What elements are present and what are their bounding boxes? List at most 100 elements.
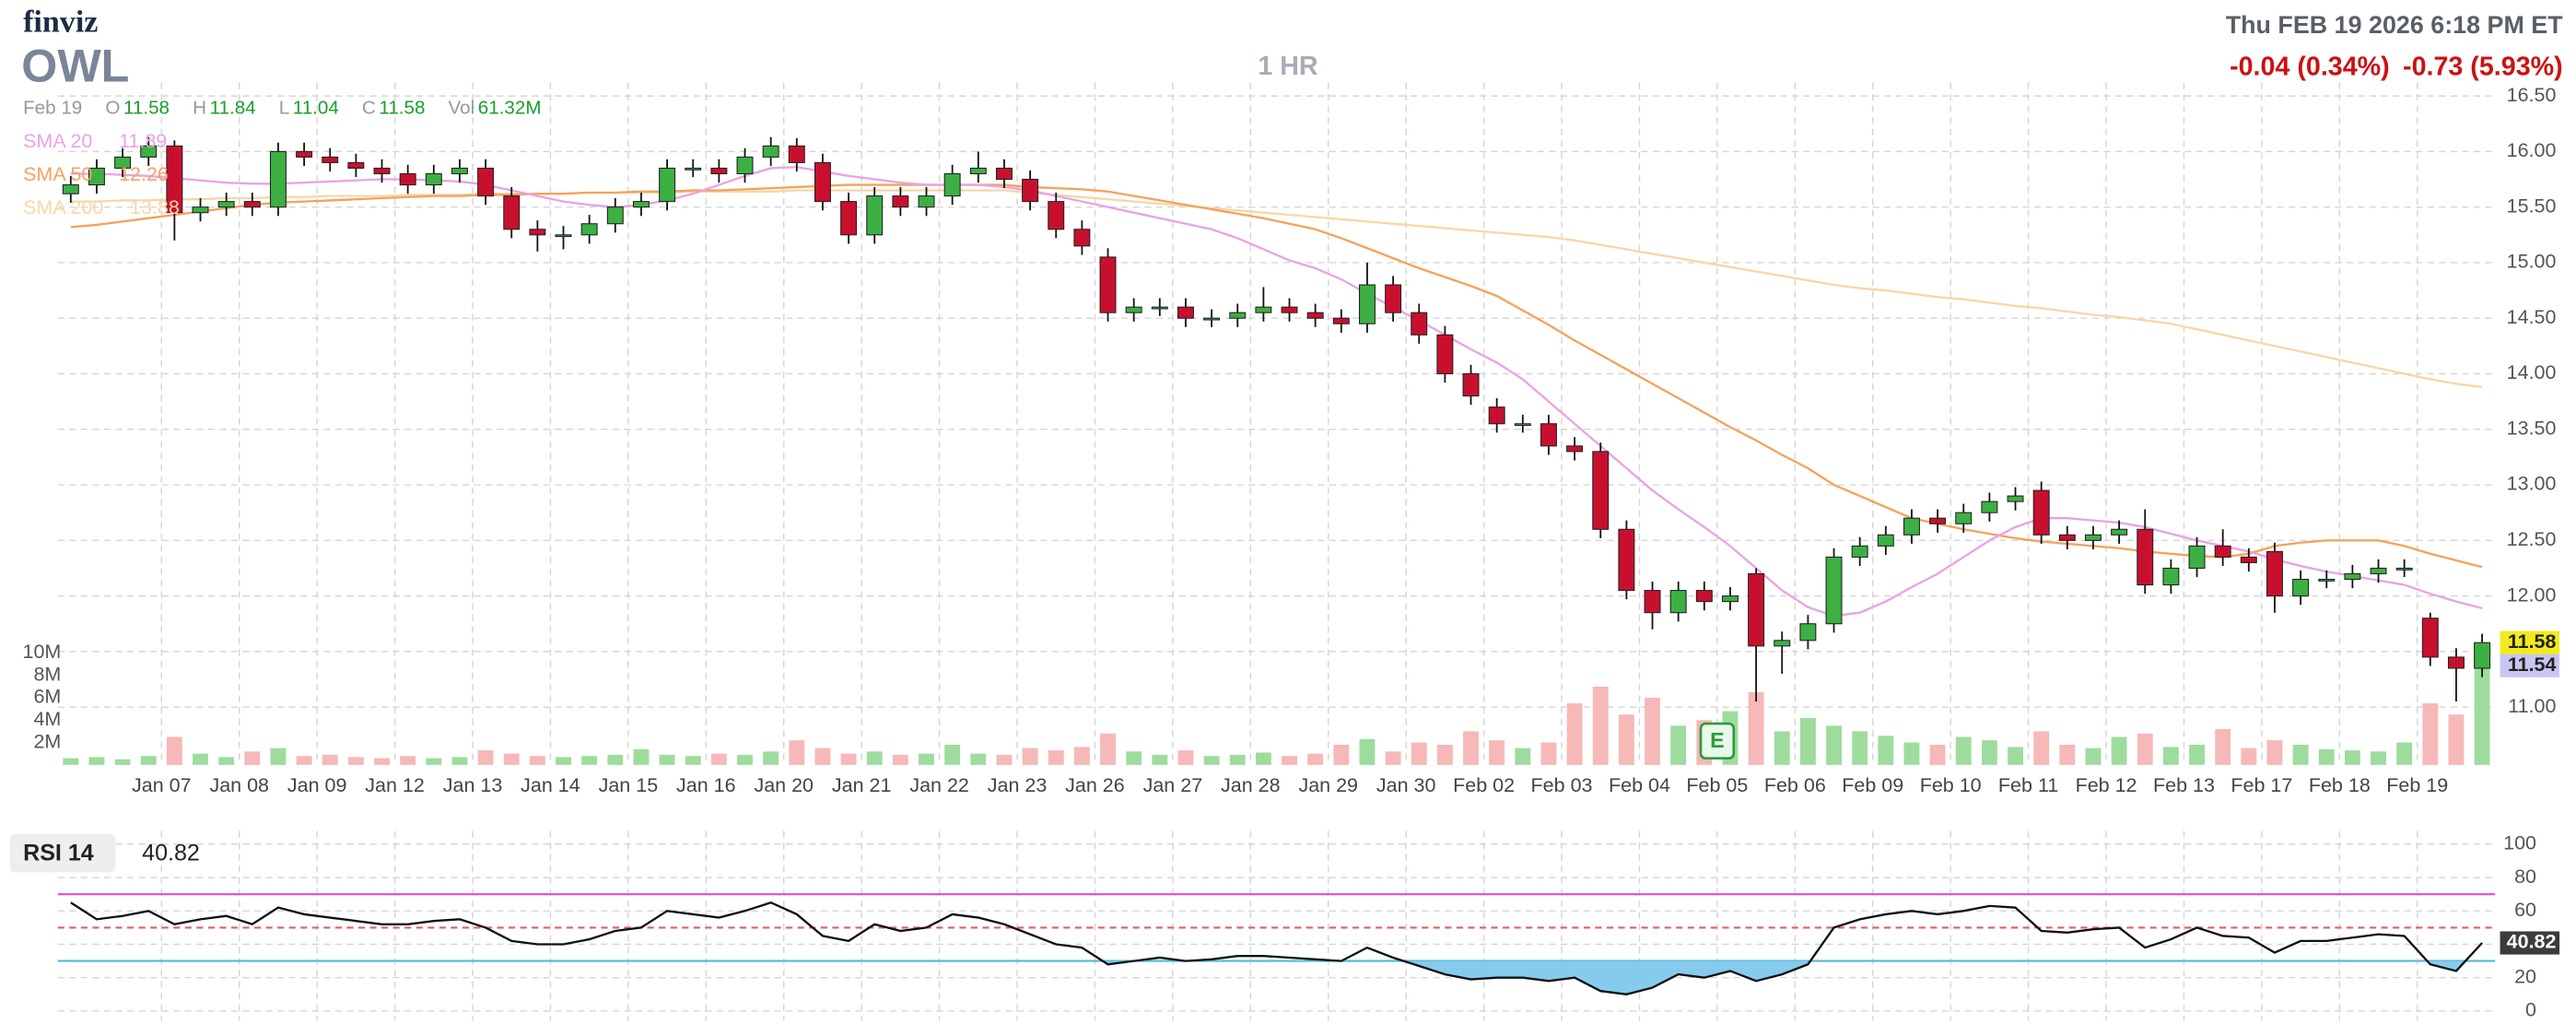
candle-body [2447, 656, 2465, 669]
candle-body [1644, 590, 1661, 614]
volume-bar [140, 756, 157, 765]
volume-tick-label: 4M [33, 708, 61, 730]
candle-body [1877, 534, 1894, 547]
candle-body [217, 201, 235, 208]
volume-bar [633, 748, 650, 765]
x-tick-label: Jan 13 [443, 774, 503, 796]
candle-body [710, 167, 728, 175]
quote-field-label: O [105, 98, 120, 119]
volume-bar [763, 751, 779, 765]
sma-legend: SMA 20 11.89 [23, 130, 167, 152]
volume-bar [193, 753, 208, 765]
candle-body [1306, 312, 1324, 319]
volume-bar [2008, 747, 2023, 765]
candle-body [2240, 556, 2257, 563]
rsi-line [70, 901, 2483, 995]
candle-body [1514, 423, 1531, 427]
candle-body [840, 201, 858, 236]
candle-body [1462, 372, 1480, 397]
rsi-tick-label: 0 [2525, 999, 2536, 1021]
rsi-label-box [9, 834, 116, 873]
candle-body [1721, 595, 1739, 603]
candle-body [1048, 201, 1065, 230]
candle-body [788, 145, 805, 163]
volume-bar [892, 754, 908, 765]
candle-body [1385, 284, 1402, 313]
volume-bar [1592, 686, 1609, 765]
volume-bar [1540, 742, 1557, 765]
candle-body [1566, 445, 1584, 453]
candle-body [2318, 578, 2336, 582]
x-tick-label: Feb 05 [1686, 774, 1748, 796]
volume-bar [1618, 714, 1634, 765]
x-tick-label: Feb 11 [1998, 774, 2058, 796]
candle-body [1177, 306, 1194, 319]
candle-body [477, 167, 495, 197]
quote-field-label: C [362, 98, 376, 119]
sma-legend-name: SMA 200 [23, 196, 103, 218]
volume-bar [1073, 747, 1090, 765]
x-tick-label: Jan 30 [1376, 774, 1436, 796]
candle-body [2266, 550, 2283, 597]
candle-body [1592, 451, 1610, 530]
price-tick-label: 14.00 [2507, 361, 2557, 383]
quote-field-label: H [193, 98, 206, 119]
candle-body [2474, 642, 2491, 669]
volume-bar [503, 753, 520, 765]
candle-body [2370, 567, 2387, 575]
sma-legend-value: 11.89 [119, 130, 167, 152]
price-tick-label: 15.00 [2507, 251, 2557, 273]
price-tick-label: 15.50 [2507, 194, 2557, 217]
price-tick-label: 16.50 [2507, 84, 2557, 106]
volume-bar [244, 751, 261, 765]
rsi-tick-label: 80 [2514, 865, 2536, 888]
candle-body [2111, 528, 2128, 536]
volume-bar [1333, 745, 1350, 765]
volume-bar [1566, 703, 1583, 765]
logo[interactable]: finviz [23, 6, 98, 40]
candle-body [2214, 545, 2231, 558]
candle-body [140, 145, 158, 158]
oversold-fill [70, 960, 2483, 995]
x-tick-label: Feb 04 [1609, 774, 1670, 796]
candle-body [685, 167, 702, 171]
volume-bar [2162, 747, 2179, 765]
candle-body [2084, 534, 2102, 541]
quote-field-value: 11.84 [210, 98, 256, 119]
timeframe[interactable]: 1 HR [1258, 52, 1318, 81]
rsi-current: 40.82 [142, 840, 200, 865]
volume-bar [996, 754, 1013, 765]
candle-body [1669, 590, 1687, 614]
volume-bar [970, 753, 987, 765]
volume-bar [1489, 740, 1505, 765]
after-hours-tag [2500, 653, 2560, 677]
price-tick-label: 13.50 [2507, 417, 2557, 439]
x-tick-label: Jan 09 [287, 774, 347, 796]
candle-body [2032, 489, 2050, 536]
volume-bar [1878, 736, 1894, 765]
candle-body [736, 156, 754, 175]
candle-body [606, 206, 624, 225]
volume-bar [2059, 745, 2076, 765]
x-tick-label: Jan 28 [1221, 774, 1281, 796]
earnings-label: E [1710, 728, 1725, 752]
volume-bar [1229, 754, 1246, 765]
last-price-tag [2500, 630, 2560, 654]
candle-body [555, 234, 572, 238]
volume-bar [556, 757, 571, 765]
candle-body [322, 156, 339, 163]
x-tick-label: Feb 09 [1842, 774, 1903, 796]
candle-body [866, 195, 884, 236]
candle-body [425, 172, 442, 186]
volume-bar [581, 756, 598, 765]
volume-bar [1126, 751, 1142, 765]
volume-bar [1852, 731, 1868, 765]
volume-bar [1799, 717, 1816, 765]
quote-date: Feb 19 [23, 98, 82, 119]
volume-bar [2033, 731, 2050, 765]
candle-body [1488, 406, 1505, 425]
volume-bar [2318, 748, 2335, 765]
candle-body [1851, 545, 1868, 558]
volume-bar [1411, 742, 1427, 765]
